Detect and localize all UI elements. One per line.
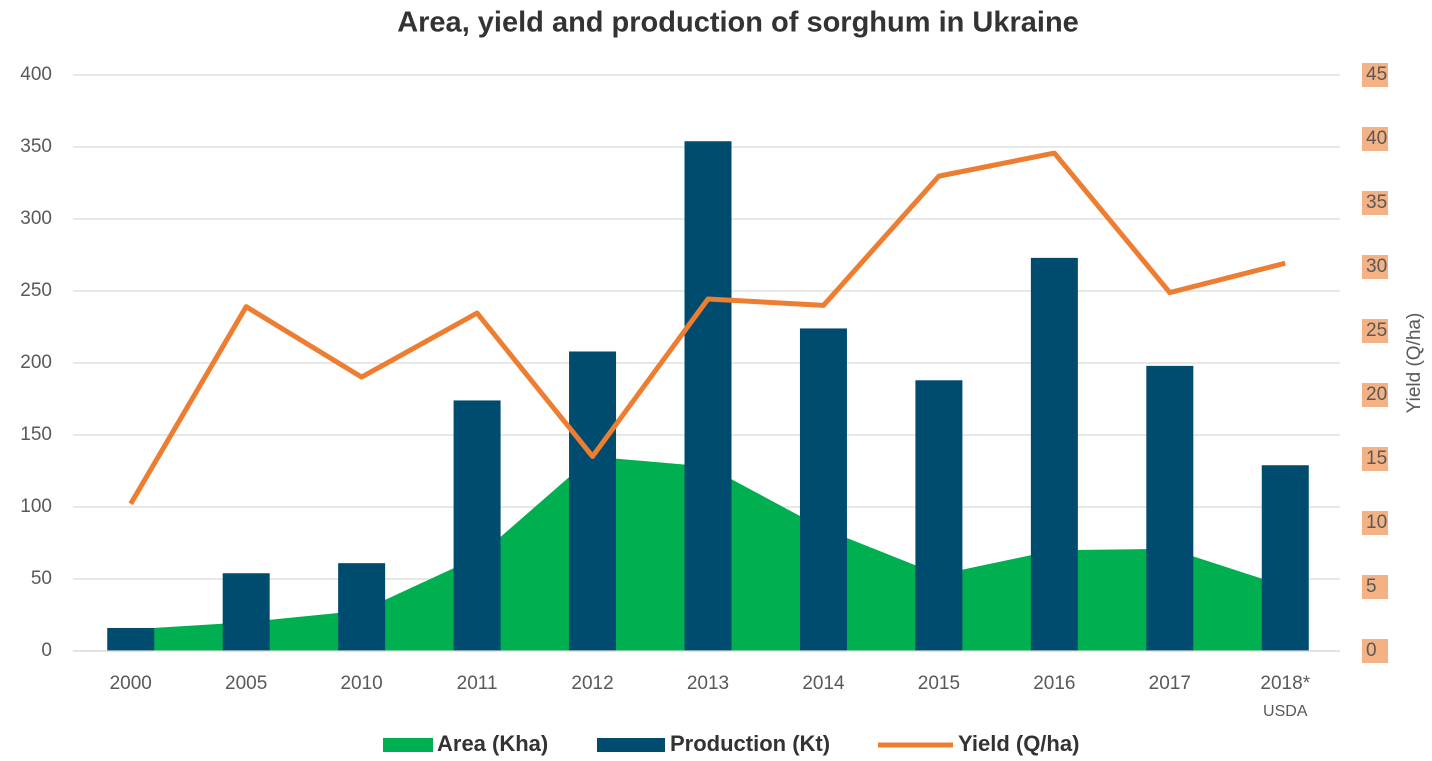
x-tick-label: 2017 [1149,673,1191,694]
x-tick-label: 2012 [571,673,613,694]
y2-tick-bg [1362,319,1388,343]
x-tick-label: 2016 [1033,673,1075,694]
legend-label: Area (Kha) [437,731,548,756]
legend-label: Production (Kt) [670,731,830,756]
y2-tick-bg [1362,383,1388,407]
y-tick-label: 50 [31,568,52,589]
bar [338,563,386,651]
y2-tick-label: 15 [1366,448,1387,469]
y-tick-label: 150 [20,424,52,445]
x-tick-label: 2014 [802,673,845,694]
line [128,150,1286,506]
bar [1261,465,1309,651]
y2-tick-bg [1362,127,1388,151]
y-tick-label: 100 [20,496,52,517]
y2-tick-label: 40 [1366,128,1387,149]
x-tick-label: 2000 [110,673,152,694]
y-tick-label: 350 [20,136,52,157]
y2-tick-label: 0 [1366,640,1377,661]
bar [684,141,732,652]
y2-tick-bg [1362,639,1388,663]
y-tick-label: 0 [41,640,52,661]
legend-swatch [383,738,433,752]
legend-swatch [597,738,665,752]
y2-tick-bg [1362,191,1388,215]
bar [799,328,847,651]
x-tick-label: 2011 [457,673,498,694]
x-tick-label: 2018* [1260,673,1310,694]
y2-tick-label: 45 [1366,64,1387,85]
x-tick-note: USDA [1263,703,1308,720]
y2-tick-bg [1362,447,1388,471]
y2-tick-bg [1362,575,1388,599]
y-tick-label: 400 [20,64,52,85]
y-tick-label: 300 [20,208,52,229]
y-tick-label: 200 [20,352,52,373]
legend-label: Yield (Q/ha) [958,731,1079,756]
bar [915,380,963,651]
bar [222,573,270,651]
y2-tick-label: 5 [1366,576,1377,597]
y2-tick-label: 35 [1366,192,1387,213]
y2-tick-label: 30 [1366,256,1387,277]
y2-tick-label: 20 [1366,384,1387,405]
x-tick-label: 2013 [687,673,729,694]
bar [1030,257,1078,651]
bar [453,400,501,651]
y-tick-label: 250 [20,280,52,301]
y2-tick-label: 25 [1366,320,1387,341]
y2-tick-label: 10 [1366,512,1387,533]
bar [569,351,617,651]
y2-tick-bg [1362,63,1388,87]
bar [107,627,155,651]
y2-tick-bg [1362,511,1388,535]
chart-title: Area, yield and production of sorghum in… [397,7,1079,39]
x-tick-label: 2010 [340,673,382,694]
bar [1146,365,1194,651]
x-tick-label: 2015 [918,673,960,694]
y2-tick-bg [1362,255,1388,279]
x-tick-label: 2005 [225,673,267,694]
y2-axis-label: Yield (Q/ha) [1404,313,1425,414]
